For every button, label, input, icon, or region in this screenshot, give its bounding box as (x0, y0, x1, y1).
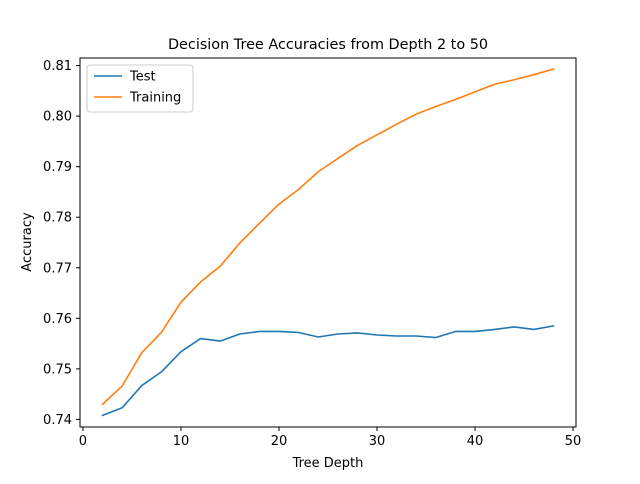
series-lines (101, 68, 555, 417)
x-tick-label: 10 (173, 434, 190, 449)
y-tick-label: 0.74 (43, 413, 72, 428)
x-tick-label: 30 (369, 434, 386, 449)
y-tick-label: 0.78 (43, 211, 72, 226)
x-tick-label: 0 (79, 434, 87, 449)
y-tick-label: 0.77 (43, 261, 72, 276)
x-tick-label: 50 (565, 434, 582, 449)
legend-label-training: Training (129, 91, 181, 106)
y-axis-label: Accuracy (20, 212, 35, 272)
legend: Test Training (86, 64, 194, 113)
y-tick-label: 0.81 (43, 59, 72, 74)
series-line-training (101, 68, 555, 406)
x-tick-label: 20 (271, 434, 288, 449)
x-axis-label: Tree Depth (292, 456, 364, 471)
y-tick-label: 0.80 (43, 110, 72, 125)
chart-title: Decision Tree Accuracies from Depth 2 to… (168, 37, 488, 53)
plot-area-frame (79, 57, 577, 428)
axis-ticks: 0 10 20 30 40 50 0.74 0.75 0.76 0.77 0.78 0.79 0.80 0… (43, 59, 581, 449)
y-tick-label: 0.76 (43, 312, 72, 327)
legend-label-test: Test (129, 70, 156, 85)
y-tick-label: 0.79 (43, 160, 72, 175)
series-line-test (101, 324, 555, 417)
x-tick-label: 40 (467, 434, 484, 449)
y-tick-label: 0.75 (43, 362, 72, 377)
